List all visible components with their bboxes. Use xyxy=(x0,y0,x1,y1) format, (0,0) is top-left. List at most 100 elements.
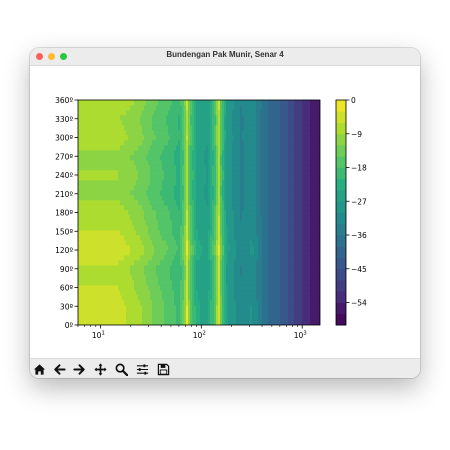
heatmap-cell xyxy=(258,145,261,151)
heatmap-cell xyxy=(216,210,219,216)
close-window-button[interactable] xyxy=(36,53,43,60)
heatmap-cell xyxy=(174,310,177,316)
heatmap-cell xyxy=(274,265,277,271)
heatmap-cell xyxy=(218,185,221,191)
heatmap-cell xyxy=(94,215,97,221)
heatmap-cell xyxy=(220,190,223,196)
heatmap-cell xyxy=(270,165,273,171)
heatmap-cell xyxy=(220,310,223,316)
heatmap-cell xyxy=(196,245,199,251)
heatmap-cell xyxy=(132,220,135,226)
heatmap-cell xyxy=(168,135,171,141)
heatmap-cell xyxy=(132,135,135,141)
heatmap-cell xyxy=(274,175,277,181)
heatmap-cell xyxy=(200,175,203,181)
heatmap-cell xyxy=(246,155,249,161)
heatmap-cell xyxy=(218,290,221,296)
heatmap-cell xyxy=(96,180,99,186)
heatmap-cell xyxy=(134,150,137,156)
maximize-window-button[interactable] xyxy=(60,53,67,60)
heatmap-cell xyxy=(102,195,105,201)
heatmap-cell xyxy=(218,310,221,316)
heatmap-cell xyxy=(170,225,173,231)
heatmap-cell xyxy=(230,170,233,176)
heatmap-cell xyxy=(266,210,269,216)
heatmap-cell xyxy=(136,250,139,256)
heatmap-cell xyxy=(140,310,143,316)
heatmap-cell xyxy=(160,225,163,231)
heatmap-cell xyxy=(220,185,223,191)
heatmap-cell xyxy=(282,195,285,201)
heatmap-cell xyxy=(196,110,199,116)
heatmap-cell xyxy=(78,170,81,176)
heatmap-cell xyxy=(284,285,287,291)
heatmap-cell xyxy=(126,120,129,126)
heatmap-cell xyxy=(108,100,111,106)
heatmap-cell xyxy=(252,215,255,221)
heatmap-cell xyxy=(142,280,145,286)
heatmap-cell xyxy=(180,125,183,131)
heatmap-cell xyxy=(104,110,107,116)
heatmap-cell xyxy=(188,130,191,136)
heatmap-cell xyxy=(236,145,239,151)
heatmap-cell xyxy=(158,275,161,281)
heatmap-cell xyxy=(208,260,211,266)
heatmap-cell xyxy=(116,150,119,156)
heatmap-cell xyxy=(298,260,301,266)
heatmap-cell xyxy=(184,200,187,206)
heatmap-cell xyxy=(142,165,145,171)
heatmap-cell xyxy=(88,155,91,161)
heatmap-cell xyxy=(166,250,169,256)
heatmap-cell xyxy=(202,275,205,281)
heatmap-cell xyxy=(144,265,147,271)
heatmap-cell xyxy=(274,105,277,111)
heatmap-cell xyxy=(102,250,105,256)
heatmap-cell xyxy=(140,185,143,191)
heatmap-cell xyxy=(140,280,143,286)
heatmap-cell xyxy=(128,270,131,276)
heatmap-cell xyxy=(272,155,275,161)
heatmap-cell xyxy=(236,300,239,306)
heatmap-cell xyxy=(94,280,97,286)
heatmap-cell xyxy=(84,305,87,311)
heatmap-cell xyxy=(224,250,227,256)
heatmap-cell xyxy=(232,150,235,156)
heatmap-cell xyxy=(138,245,141,251)
heatmap-cell xyxy=(146,290,149,296)
heatmap-cell xyxy=(224,285,227,291)
heatmap-cell xyxy=(170,265,173,271)
heatmap-cell xyxy=(170,190,173,196)
heatmap-cell xyxy=(184,155,187,161)
heatmap-cell xyxy=(122,115,125,121)
heatmap-cell xyxy=(124,235,127,241)
heatmap-cell xyxy=(162,235,165,241)
heatmap-cell xyxy=(226,220,229,226)
heatmap-cell xyxy=(170,280,173,286)
heatmap-cell xyxy=(246,115,249,121)
heatmap-cell xyxy=(266,190,269,196)
heatmap-cell xyxy=(120,195,123,201)
heatmap-cell xyxy=(232,160,235,166)
heatmap-cell xyxy=(180,150,183,156)
heatmap-cell xyxy=(182,310,185,316)
heatmap-cell xyxy=(232,320,235,325)
heatmap-cell xyxy=(128,100,131,106)
heatmap-cell xyxy=(278,175,281,181)
heatmap-cell xyxy=(120,125,123,131)
heatmap-cell xyxy=(220,285,223,291)
heatmap-cell xyxy=(274,190,277,196)
heatmap-cell xyxy=(148,230,151,236)
heatmap-cell xyxy=(108,220,111,226)
heatmap-cell xyxy=(264,210,267,216)
heatmap-cell xyxy=(86,295,89,301)
heatmap-cell xyxy=(266,285,269,291)
heatmap-cell xyxy=(278,235,281,241)
minimize-window-button[interactable] xyxy=(48,53,55,60)
heatmap-cell xyxy=(276,270,279,276)
heatmap-cell xyxy=(142,140,145,146)
figure-canvas[interactable]: 0º 30º 60º 90º 120º 150º 180º 210º 240º 270º 300º 3… xyxy=(30,66,420,358)
heatmap-cell xyxy=(140,115,143,121)
heatmap-cell xyxy=(130,115,133,121)
heatmap-cell xyxy=(92,105,95,111)
heatmap-cell xyxy=(198,310,201,316)
